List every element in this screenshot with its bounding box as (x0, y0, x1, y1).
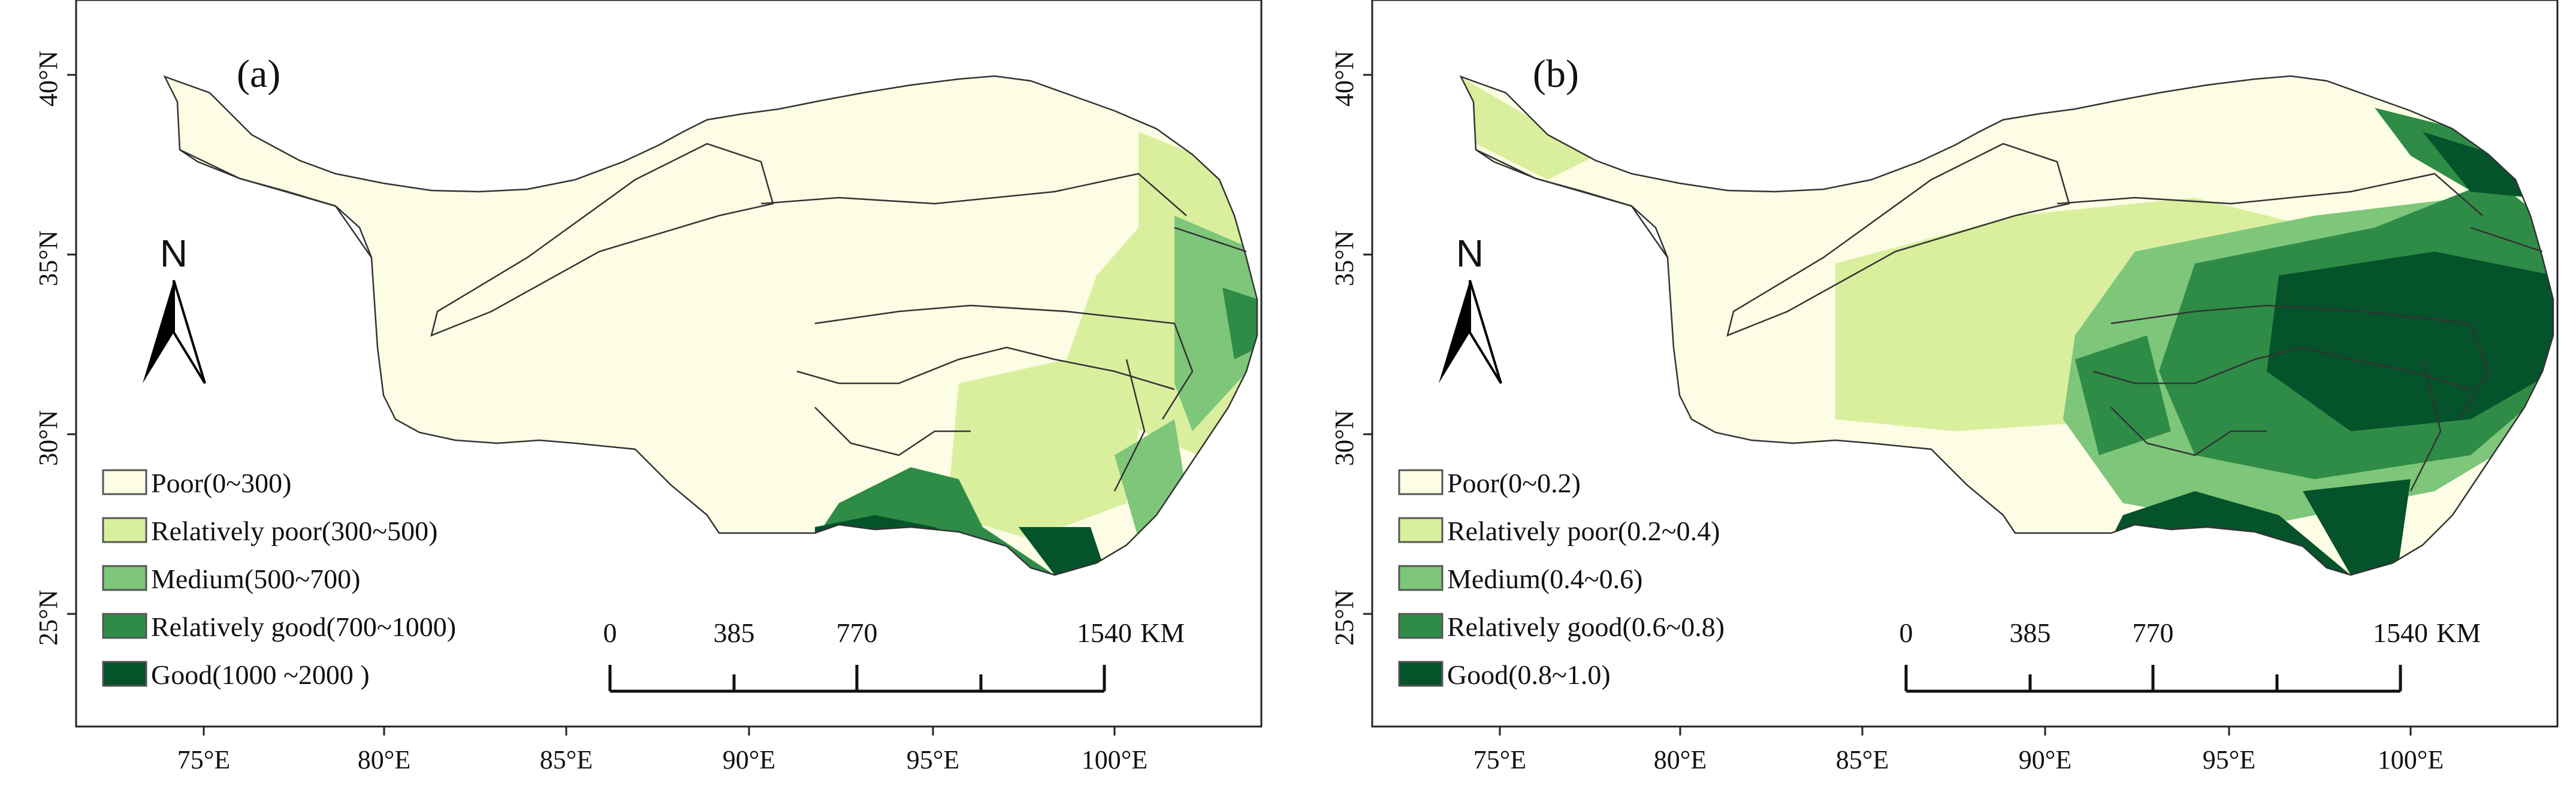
lat-label-35: 35°N (1330, 231, 1359, 286)
lon-label-85: 85°E (540, 745, 593, 774)
scale-tick-label: 1540 (2373, 618, 2428, 648)
lat-label-25: 25°N (1330, 590, 1359, 646)
legend-label: Relatively poor(300~500) (151, 516, 437, 546)
scale-unit: KM (2436, 618, 2481, 648)
legend-label: Poor(0~0.2) (1447, 468, 1581, 498)
legend-swatch (1398, 661, 1443, 687)
plateau-raster (1459, 75, 2554, 576)
scale-tick-label: 385 (2010, 618, 2051, 648)
lon-label-75: 75°E (1473, 745, 1526, 774)
latitude-ticks (1363, 74, 1372, 615)
legend-label: Relatively poor(0.2~0.4) (1447, 516, 1720, 546)
lon-label-75: 75°E (177, 745, 230, 774)
lat-label-35: 35°N (34, 231, 63, 286)
region-boundaries (1475, 143, 2543, 492)
panel-label: (a) (237, 52, 280, 96)
scale-bar: 0 385 770 1540 KM (603, 618, 1185, 693)
legend-swatch (1398, 469, 1443, 495)
lon-label-80: 80°E (1654, 745, 1707, 774)
longitude-labels: 75°E 80°E 85°E 90°E 95°E 100°E (1473, 745, 2444, 774)
lat-label-30: 30°N (1330, 410, 1359, 466)
longitude-ticks (1499, 727, 2412, 736)
legend-swatch (1398, 613, 1443, 639)
legend-label: Good(1000 ~2000 ) (151, 659, 370, 690)
region-boundaries (179, 143, 1247, 492)
legend-label: Poor(0~300) (151, 468, 291, 498)
panel-a-map: 40°N 35°N 30°N 25°N 75°E 80°E 85°E 90°E … (34, 0, 1263, 774)
legend-swatch (102, 469, 147, 495)
longitude-labels: 75°E 80°E 85°E 90°E 95°E 100°E (177, 745, 1147, 774)
legend-swatch (102, 517, 147, 543)
lon-label-95: 95°E (907, 745, 959, 774)
lat-label-40: 40°N (34, 51, 63, 107)
legend-swatch (1398, 565, 1443, 591)
lat-label-25: 25°N (34, 590, 63, 646)
lon-label-100: 100°E (1082, 745, 1147, 774)
scale-unit: KM (1140, 618, 1185, 648)
north-letter: N (160, 232, 188, 275)
latitude-tick-labels: 40°N 35°N 30°N 25°N (34, 51, 63, 646)
legend-swatch (1398, 517, 1443, 543)
north-arrow-icon: N (1439, 232, 1502, 385)
legend-swatch (102, 613, 147, 639)
lon-label-90: 90°E (723, 745, 775, 774)
legend-swatch (102, 661, 147, 687)
scale-tick-label: 770 (2133, 618, 2174, 648)
legend-label: Relatively good(700~1000) (151, 612, 456, 642)
scale-bar: 0 385 770 1540 KM (1899, 618, 2481, 693)
legend-label: Medium(500~700) (151, 564, 360, 594)
lon-label-95: 95°E (2203, 745, 2255, 774)
north-arrow-icon: N (143, 232, 206, 385)
scale-tick-label: 0 (603, 618, 617, 648)
scale-tick-label: 770 (836, 618, 878, 648)
longitude-ticks (203, 727, 1116, 736)
scale-tick-label: 0 (1899, 618, 1913, 648)
panel-b-map: 40°N 35°N 30°N 25°N 75°E 80°E 85°E 90°E … (1330, 0, 2559, 774)
legend-label: Medium(0.4~0.6) (1447, 564, 1642, 594)
latitude-tick-labels: 40°N 35°N 30°N 25°N (1330, 51, 1359, 646)
scale-tick-label: 1540 (1077, 618, 1132, 648)
latitude-ticks (67, 74, 76, 615)
legend-label: Relatively good(0.6~0.8) (1447, 612, 1725, 642)
lon-label-100: 100°E (2378, 745, 2444, 774)
lon-label-80: 80°E (358, 745, 410, 774)
legend-swatch (102, 565, 147, 591)
legend: Poor(0~300) Relatively poor(300~500) Med… (102, 468, 456, 690)
lat-label-30: 30°N (34, 410, 63, 466)
lon-label-90: 90°E (2019, 745, 2071, 774)
scale-tick-label: 385 (714, 618, 755, 648)
legend-label: Good(0.8~1.0) (1447, 659, 1611, 690)
panel-label: (b) (1533, 52, 1579, 96)
north-letter: N (1456, 232, 1484, 275)
legend: Poor(0~0.2) Relatively poor(0.2~0.4) Med… (1398, 468, 1725, 690)
lat-label-40: 40°N (1330, 51, 1359, 107)
lon-label-85: 85°E (1836, 745, 1889, 774)
